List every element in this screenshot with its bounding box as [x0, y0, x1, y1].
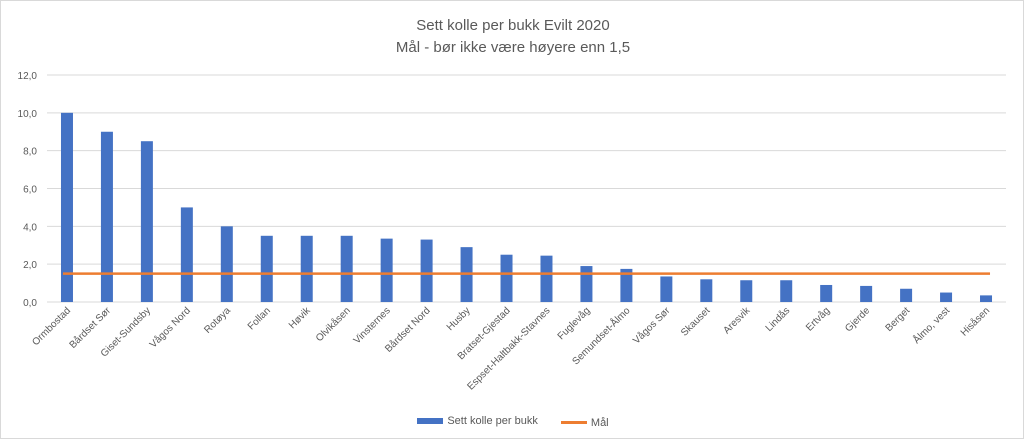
x-tick-label: Gjerde	[843, 305, 872, 334]
bar	[60, 112, 73, 302]
legend-item-bar: Sett kolle per bukk	[417, 415, 538, 427]
y-tick-label: 4,0	[23, 222, 37, 233]
legend-bar-swatch	[417, 418, 444, 424]
bar	[260, 235, 273, 302]
x-tick-label: Rotøya	[202, 305, 233, 336]
y-tick-label: 0,0	[23, 298, 37, 309]
x-tick-label: Ertvåg	[803, 305, 832, 334]
bar	[100, 131, 113, 302]
bar	[660, 276, 673, 302]
chart-legend: Sett kolle per bukk Mål	[0, 415, 1026, 429]
bar	[580, 266, 593, 302]
chart-title: Sett kolle per bukk Evilt 2020	[416, 17, 610, 34]
legend-bar-label: Sett kolle per bukk	[447, 415, 538, 427]
bar	[140, 141, 153, 302]
bar	[940, 292, 953, 302]
x-tick-label: Ålmo, vest	[910, 304, 952, 346]
x-tick-label: Høvik	[287, 305, 314, 332]
bar	[300, 235, 313, 302]
bar	[820, 284, 833, 302]
y-tick-label: 12,0	[18, 71, 38, 82]
x-tick-label: Fuglevåg	[555, 305, 593, 343]
bar	[420, 239, 433, 302]
bar	[340, 235, 353, 302]
bar	[180, 207, 193, 302]
bar	[220, 226, 233, 302]
chart-subtitle: Mål - bør ikke være høyere enn 1,5	[395, 39, 631, 56]
bar	[900, 288, 913, 302]
x-tick-label: Skauset	[679, 305, 712, 338]
y-tick-label: 2,0	[23, 260, 37, 271]
x-tick-label: Vågos Nord	[147, 305, 193, 351]
x-tick-label: Espset-Haltbakk-Stavnes	[465, 305, 552, 392]
x-tick-label: Lindås	[763, 305, 792, 334]
bar	[780, 280, 793, 302]
y-tick-label: 6,0	[23, 185, 37, 196]
bar	[980, 295, 993, 302]
x-tick-label: Follan	[246, 305, 273, 332]
y-tick-label: 8,0	[23, 147, 37, 158]
y-tick-label: 10,0	[18, 109, 38, 120]
bar	[740, 280, 753, 302]
bar	[700, 279, 713, 302]
bar	[380, 238, 393, 302]
bar	[500, 254, 513, 302]
legend-line-swatch	[560, 421, 587, 424]
x-tick-label: Husby	[445, 305, 473, 333]
x-tick-label: Vågos Sør	[631, 304, 673, 346]
x-tick-label: Olvikåsen	[313, 305, 353, 345]
bar	[860, 285, 873, 302]
x-tick-label: Ormbostad	[30, 305, 73, 348]
x-tick-label: Aresvik	[721, 305, 753, 337]
x-tick-label: Hisåsen	[958, 305, 992, 339]
legend-line-label: Mål	[590, 416, 609, 429]
bar	[540, 255, 553, 302]
legend-item-line: Mål	[560, 416, 609, 429]
x-tick-label: Vinsternes	[352, 305, 393, 346]
bar	[620, 268, 633, 302]
x-tick-label: Berget	[884, 305, 913, 334]
